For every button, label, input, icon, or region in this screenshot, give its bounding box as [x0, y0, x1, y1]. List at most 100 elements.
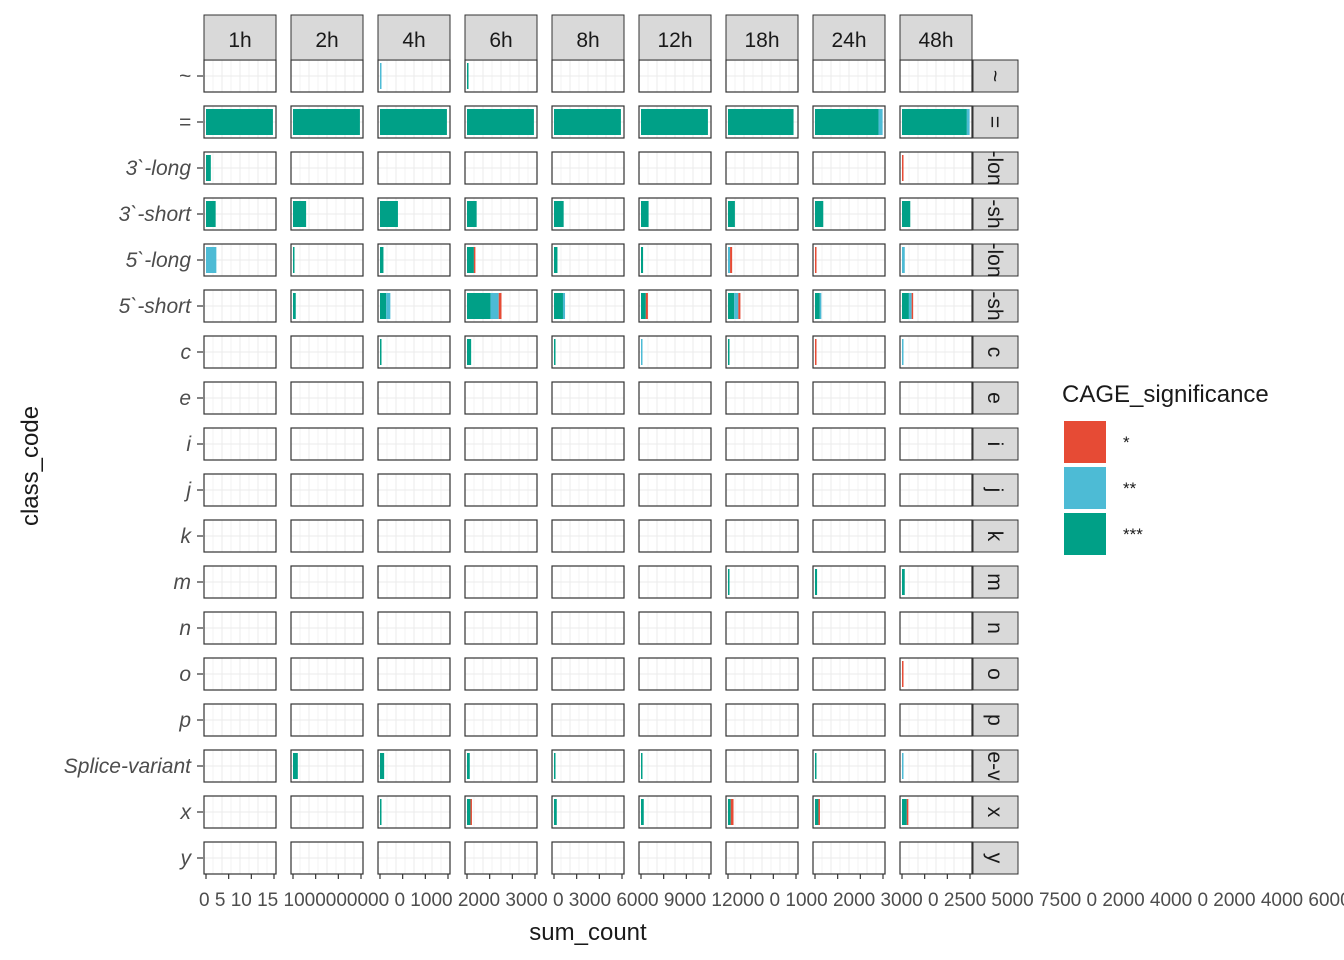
bar-6h-6-3star — [467, 339, 472, 365]
panel-1h-row-0 — [203, 59, 277, 93]
panel-4h-row-9 — [377, 473, 451, 507]
column-strip-label: 12h — [657, 29, 692, 52]
panel-18h-row-0 — [725, 59, 799, 93]
panel-12h-row-7 — [638, 381, 712, 415]
row-label: y — [179, 847, 193, 870]
bar-4h-16-3star — [380, 799, 382, 825]
panel-8h-row-17 — [551, 841, 625, 875]
panel-18h-row-6 — [725, 335, 799, 369]
panel-24h-row-9 — [812, 473, 886, 507]
panel-48h-row-13 — [899, 657, 973, 691]
bar-6h-4-3star — [467, 247, 474, 273]
bar-24h-3-3star — [815, 201, 824, 227]
bar-4h-0-2star — [380, 63, 382, 89]
bar-12h-4-3star — [641, 247, 644, 273]
panel-2h-row-2 — [290, 151, 364, 185]
panel-12h-row-12 — [638, 611, 712, 645]
panel-2h-row-6 — [290, 335, 364, 369]
bar-48h-6-2star — [902, 339, 904, 365]
panel-48h-row-11 — [899, 565, 973, 599]
panel-4h-row-17 — [377, 841, 451, 875]
bar-48h-13-1star — [902, 661, 904, 687]
panel-18h-row-2 — [725, 151, 799, 185]
row-label: k — [181, 525, 193, 548]
bar-4h-5-2star — [386, 293, 391, 319]
panel-12h-row-8 — [638, 427, 712, 461]
panel-2h-row-12 — [290, 611, 364, 645]
panel-24h-row-11 — [812, 565, 886, 599]
panel-8h-row-4 — [551, 243, 625, 277]
panel-4h-row-16 — [377, 795, 451, 829]
panel-1h-row-11 — [203, 565, 277, 599]
panel-48h-row-0 — [899, 59, 973, 93]
panel-4h-row-6 — [377, 335, 451, 369]
panel-48h-row-8 — [899, 427, 973, 461]
panel-1h-row-6 — [203, 335, 277, 369]
panel-6h-row-4 — [464, 243, 538, 277]
panel-48h-row-16 — [899, 795, 973, 829]
panel-1h-row-7 — [203, 381, 277, 415]
panel-8h-row-14 — [551, 703, 625, 737]
bar-2h-3-3star — [293, 201, 307, 227]
panel-18h-row-15 — [725, 749, 799, 783]
bar-12h-3-3star — [641, 201, 649, 227]
row-label: e — [179, 387, 191, 410]
panel-18h-row-3 — [725, 197, 799, 231]
panel-8h-row-15 — [551, 749, 625, 783]
bar-12h-1-3star — [641, 109, 708, 135]
row-label: o — [179, 663, 191, 686]
panel-48h-row-14 — [899, 703, 973, 737]
row-label: ~ — [179, 65, 191, 88]
row-strip — [972, 519, 1019, 553]
row-strip — [972, 657, 1019, 691]
row-label: i — [186, 433, 192, 456]
panel-18h-row-10 — [725, 519, 799, 553]
panel-8h-row-16 — [551, 795, 625, 829]
panel-18h-row-12 — [725, 611, 799, 645]
bar-48h-1-2star — [966, 109, 970, 135]
panel-8h-row-8 — [551, 427, 625, 461]
bar-1h-1-3star — [206, 109, 273, 135]
row-label: = — [179, 111, 191, 134]
bar-48h-1-3star — [902, 109, 967, 135]
bar-48h-5-3star — [902, 293, 909, 319]
column-strip-label: 18h — [744, 29, 779, 52]
bar-24h-4-1star — [815, 247, 817, 273]
panel-4h-row-10 — [377, 519, 451, 553]
panel-24h-row-3 — [812, 197, 886, 231]
panel-48h-row-12 — [899, 611, 973, 645]
row-strip-label: y — [983, 853, 1006, 864]
panel-24h-row-17 — [812, 841, 886, 875]
bar-4h-4-3star — [380, 247, 384, 273]
panel-12h-row-5 — [638, 289, 712, 323]
bar-18h-6-3star — [728, 339, 730, 365]
row-strip-label: x — [983, 807, 1006, 818]
bar-48h-4-2star — [902, 247, 905, 273]
panel-24h-row-7 — [812, 381, 886, 415]
column-strip-6h — [464, 14, 538, 61]
legend-key-double-star — [1064, 467, 1106, 509]
panel-8h-row-7 — [551, 381, 625, 415]
panel-18h-row-9 — [725, 473, 799, 507]
panel-8h-row-9 — [551, 473, 625, 507]
panel-2h-row-17 — [290, 841, 364, 875]
panel-4h-row-13 — [377, 657, 451, 691]
panel-4h-row-4 — [377, 243, 451, 277]
row-label: m — [174, 571, 192, 594]
row-label: 5`-short — [119, 295, 193, 318]
panel-12h-row-6 — [638, 335, 712, 369]
bar-1h-4-2star — [206, 247, 217, 273]
y-axis-title: class_code — [17, 406, 44, 526]
panel-6h-row-6 — [464, 335, 538, 369]
panel-2h-row-11 — [290, 565, 364, 599]
panel-48h-row-6 — [899, 335, 973, 369]
row-strip — [972, 841, 1019, 875]
bar-8h-5-2star — [562, 293, 566, 319]
row-strip-label: i — [983, 442, 1006, 447]
column-strip-12h — [638, 14, 712, 61]
bar-6h-1-3star — [467, 109, 534, 135]
panel-6h-row-8 — [464, 427, 538, 461]
row-strip — [972, 335, 1019, 369]
row-label: Splice-variant — [64, 755, 192, 778]
